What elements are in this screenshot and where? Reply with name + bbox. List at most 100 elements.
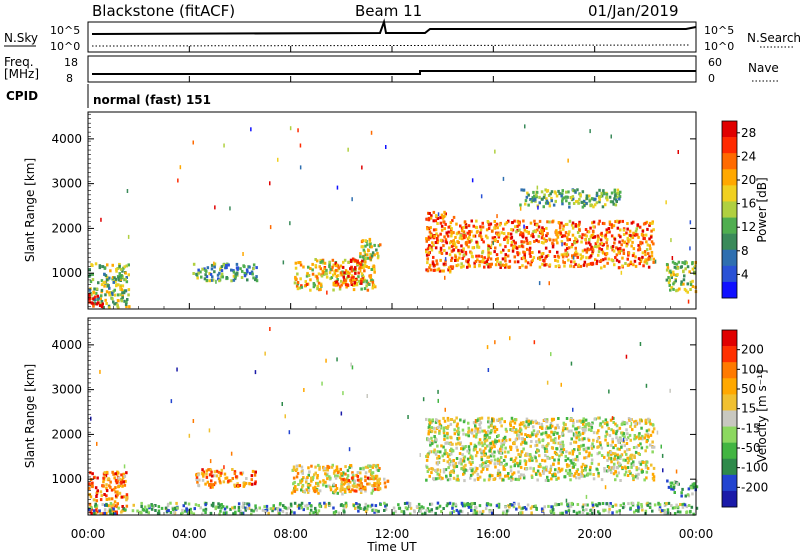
heatmap-cell: [481, 429, 484, 433]
heatmap-cell: [470, 254, 474, 258]
heatmap-cell: [430, 419, 433, 423]
heatmap-cell: [113, 293, 117, 297]
heatmap-cell: [533, 194, 536, 198]
heatmap-cell: [453, 243, 457, 247]
heatmap-cell: [685, 261, 688, 265]
heatmap-cell: [612, 467, 615, 471]
heatmap-cell: [346, 283, 350, 287]
heatmap-cell: [435, 438, 438, 442]
heatmap-cell: [446, 478, 450, 482]
heatmap-cell: [569, 478, 572, 482]
heatmap-cell: [449, 265, 453, 269]
heatmap-cell: [487, 245, 491, 249]
heatmap-cell: [436, 456, 439, 460]
heatmap-cell: [225, 276, 228, 279]
heatmap-cell: [105, 302, 108, 305]
heatmap-cell: [442, 470, 446, 474]
heatmap-cell: [340, 273, 343, 277]
heatmap-cell: [114, 478, 118, 482]
heatmap-cell: [643, 436, 646, 440]
heatmap-cell: [196, 276, 199, 280]
heatmap-cell: [605, 469, 609, 473]
heatmap-cell: [631, 503, 635, 507]
heatmap-cell: [621, 239, 624, 243]
heatmap-cell: [520, 507, 523, 511]
heatmap-cell: [558, 435, 560, 440]
heatmap-cell: [119, 293, 122, 297]
heatmap-cell: [400, 509, 403, 513]
heatmap-cell: [478, 448, 482, 452]
heatmap-cell: [118, 491, 122, 495]
heatmap-cell: [455, 457, 459, 460]
heatmap-cell: [573, 440, 576, 444]
heatmap-cell: [482, 240, 485, 244]
heatmap-cell: [538, 201, 541, 205]
heatmap-cell: [359, 252, 362, 256]
heatmap-cell: [461, 229, 464, 233]
heatmap-cell: [542, 466, 545, 470]
heatmap-cell: [306, 476, 309, 479]
heatmap-cell: [321, 269, 324, 273]
heatmap-cell: [377, 244, 381, 248]
heatmap-cell: [534, 444, 537, 448]
heatmap-cell: [515, 230, 518, 234]
heatmap-cell: [480, 455, 483, 459]
colorbar-segment: [722, 330, 737, 347]
heatmap-cell: [518, 430, 522, 434]
heatmap-cell: [290, 504, 293, 508]
heatmap-cell: [102, 512, 105, 516]
freq-unit-label: [MHz]: [4, 67, 39, 81]
heatmap-cell: [529, 453, 532, 456]
heatmap-cell: [328, 260, 332, 264]
heatmap-cell: [348, 480, 352, 484]
heatmap-cell: [115, 481, 119, 485]
heatmap-cell: [478, 417, 482, 421]
heatmap-cell: [532, 230, 535, 234]
heatmap-cell: [640, 233, 644, 236]
heatmap-cell: [299, 503, 303, 507]
heatmap-cell: [540, 190, 544, 194]
heatmap-cell: [301, 485, 304, 489]
heatmap-cell: [425, 237, 428, 241]
heatmap-cell: [332, 283, 335, 287]
heatmap-cell: [591, 505, 595, 509]
heatmap-cell: [221, 505, 225, 509]
heatmap-cell: [402, 510, 406, 514]
heatmap-cell: [510, 416, 514, 420]
heatmap-cell: [426, 507, 430, 511]
heatmap-cell: [217, 502, 220, 506]
heatmap-cell: [314, 264, 317, 268]
heatmap-cell: [340, 411, 343, 416]
colorbar-tick-label: 16: [741, 197, 756, 211]
heatmap-cell: [606, 246, 609, 250]
heatmap-cell: [323, 272, 327, 276]
heatmap-cell: [596, 452, 599, 456]
heatmap-cell: [333, 269, 336, 273]
heatmap-cell: [691, 279, 694, 283]
heatmap-cell: [230, 279, 233, 283]
heatmap-cell: [616, 458, 619, 461]
heatmap-cell: [510, 235, 514, 239]
heatmap-cell: [667, 501, 671, 505]
heatmap-cell: [289, 502, 293, 506]
heatmap-cell: [444, 275, 446, 280]
heatmap-cell: [593, 417, 596, 421]
heatmap-cell: [444, 448, 447, 452]
heatmap-cell: [112, 507, 115, 511]
heatmap-cell: [122, 291, 126, 295]
heatmap-cell: [426, 247, 430, 251]
heatmap-cell: [170, 399, 173, 404]
heatmap-cell: [597, 471, 600, 475]
heatmap-cell: [445, 474, 448, 478]
heatmap-cell: [530, 476, 534, 479]
heatmap-cell: [507, 472, 510, 475]
heatmap-cell: [562, 196, 566, 200]
heatmap-cell: [322, 479, 325, 483]
heatmap-cell: [451, 505, 454, 509]
heatmap-cell: [565, 243, 568, 247]
heatmap-cell: [346, 480, 349, 483]
heatmap-cell: [620, 243, 623, 247]
heatmap-cell: [319, 267, 323, 271]
heatmap-cell: [483, 433, 487, 437]
heatmap-cell: [120, 299, 123, 303]
